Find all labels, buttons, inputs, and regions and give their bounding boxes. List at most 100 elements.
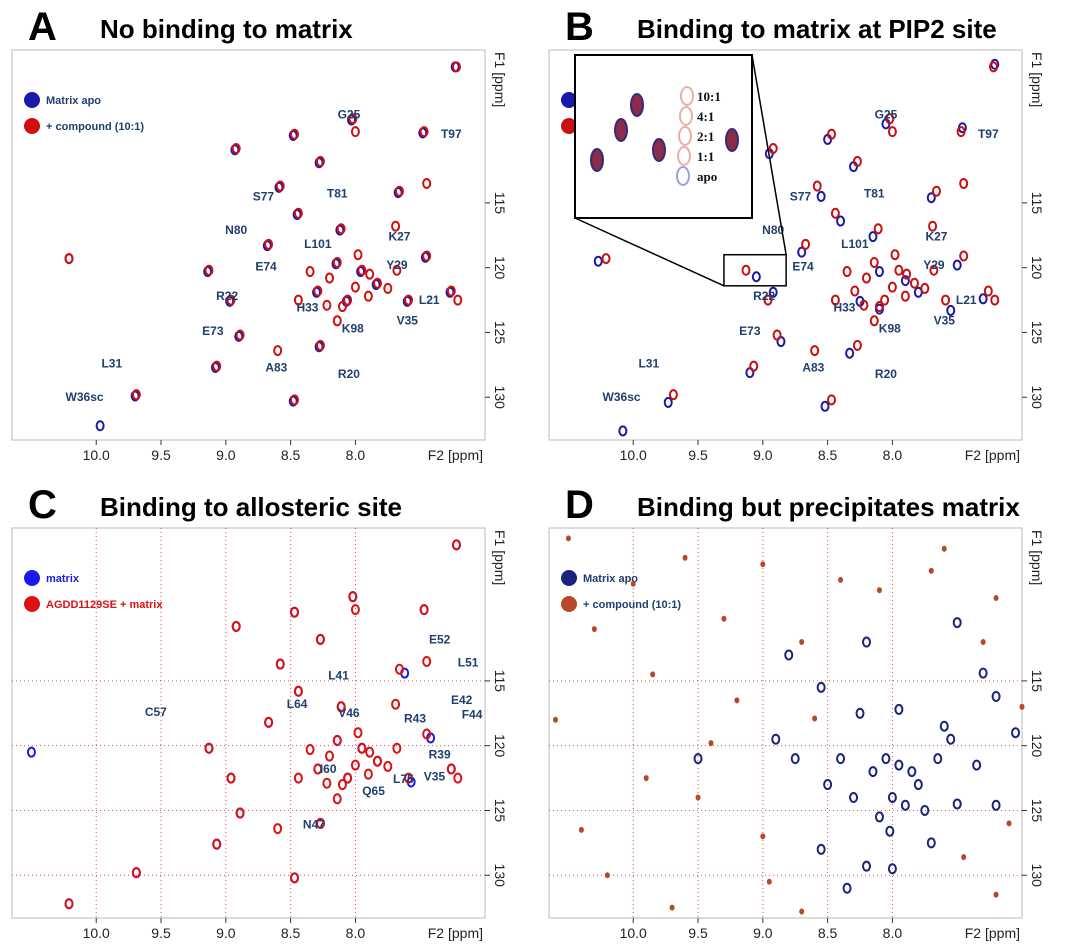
x-axis-label: F2 [ppm] [965, 925, 1020, 941]
panel: C Binding to allosteric site 10.0 9.5 9.0 8.5… [11, 483, 508, 941]
peak [852, 155, 862, 167]
peak [763, 294, 773, 306]
peak-label: E74 [792, 259, 814, 273]
peak-label: L21 [419, 293, 440, 307]
x-tick-label: 9.5 [688, 925, 708, 941]
peak-label: R20 [338, 367, 360, 381]
x-tick-label: 8.5 [281, 925, 301, 941]
y-axis-label: F1 [ppm] [492, 52, 508, 107]
legend-marker [561, 596, 577, 612]
peak [956, 126, 966, 138]
peak [801, 238, 811, 250]
peak-label: T97 [978, 127, 999, 141]
peak [204, 264, 214, 276]
y-axis-label: F1 [ppm] [1029, 52, 1045, 107]
peak [900, 275, 910, 287]
legend-marker [24, 596, 40, 612]
peak [593, 255, 603, 267]
peak-label: A83 [802, 360, 824, 374]
peak [836, 215, 846, 227]
peak [336, 701, 346, 713]
peak [812, 715, 818, 722]
inset-peak [679, 106, 693, 126]
y-tick-label: 130 [492, 864, 508, 888]
peak [991, 799, 1001, 811]
legend-marker [561, 92, 577, 108]
peak-label: L21 [956, 293, 977, 307]
inset-label: 10:1 [697, 89, 721, 104]
legend-marker [24, 118, 40, 134]
y-axis-label: F1 [ppm] [1029, 530, 1045, 585]
peak [1006, 820, 1012, 827]
peak-label: E73 [739, 324, 761, 338]
peak [988, 61, 998, 73]
y-tick-label: 130 [492, 386, 508, 410]
peak-label: W36sc [66, 390, 104, 404]
x-axis-label: F2 [ppm] [428, 925, 483, 941]
peak [799, 908, 805, 915]
peak [993, 891, 999, 898]
peak [264, 716, 274, 728]
peak [273, 345, 283, 357]
peak [131, 389, 141, 401]
peak [836, 753, 846, 765]
peak [391, 220, 401, 232]
y-tick-label: 115 [1029, 192, 1045, 215]
peak [290, 128, 300, 140]
y-tick-label: 120 [492, 734, 508, 758]
peak [391, 698, 401, 710]
peak [315, 339, 325, 351]
peak [928, 567, 934, 574]
peak [26, 746, 36, 758]
peak [332, 793, 342, 805]
peak [887, 126, 897, 138]
y-tick-label: 125 [1029, 799, 1045, 823]
peak [353, 727, 363, 739]
y-tick-label: 125 [492, 799, 508, 823]
peak [394, 663, 404, 675]
peak [1019, 703, 1025, 710]
peak [643, 775, 649, 782]
inset-frame [574, 54, 753, 219]
peak [920, 804, 930, 816]
peak [332, 734, 342, 746]
peak-label: Y29 [386, 258, 408, 272]
peak [816, 190, 826, 202]
y-tick-label: 115 [1029, 670, 1045, 693]
peak [305, 744, 315, 756]
peak [591, 626, 597, 633]
peak [383, 282, 393, 294]
peak-label: H33 [296, 301, 318, 315]
peak-label: F44 [462, 707, 483, 721]
peak [131, 867, 141, 879]
zoom-box [723, 253, 787, 287]
peak [350, 759, 360, 771]
peak-label: G25 [875, 108, 898, 122]
peak-label: L64 [287, 697, 308, 711]
panel-title: Binding to matrix at PIP2 site [637, 14, 997, 44]
peak [337, 301, 347, 313]
panel: B Binding to matrix at PIP2 site 10.0 9.5 9.… [548, 5, 1045, 463]
peak [322, 777, 332, 789]
peak [734, 697, 740, 704]
peak [650, 671, 656, 678]
peak-label: E52 [429, 632, 451, 646]
y-tick-label: 130 [1029, 864, 1045, 888]
peak-label: K98 [879, 321, 901, 335]
peak [315, 155, 325, 167]
peak [926, 192, 936, 204]
legend-marker [24, 570, 40, 586]
peak [663, 396, 673, 408]
peak [941, 294, 951, 306]
peak [810, 345, 820, 357]
x-tick-label: 8.0 [883, 925, 903, 941]
peak [990, 294, 1000, 306]
peak [768, 142, 778, 154]
peak [235, 807, 245, 819]
y-tick-label: 115 [492, 670, 508, 693]
plot-frame [11, 527, 486, 919]
peak [933, 753, 943, 765]
peak [695, 794, 701, 801]
peak-label: S77 [253, 189, 275, 203]
